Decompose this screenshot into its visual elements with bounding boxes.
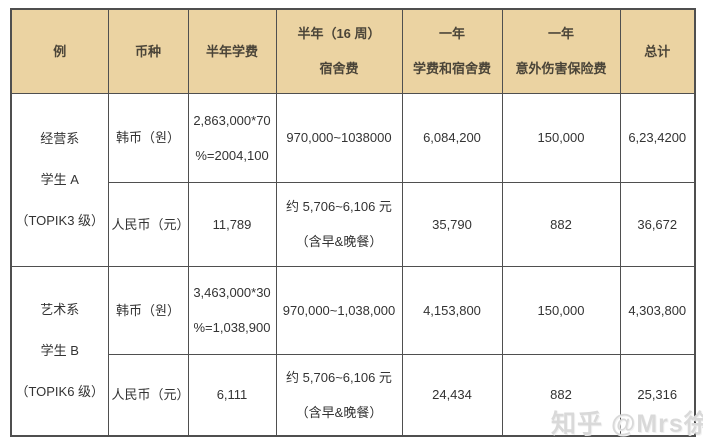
- cell-group-b-cny-insurance: 882: [501, 353, 621, 437]
- cell-group-b-cny-year-total: 24,434: [401, 353, 503, 437]
- header-insurance-line1: 一年: [547, 26, 574, 42]
- tuition-fee-table: 例 币种 半年学费 半年（16 周） 宿舍费 一年 学费和宿舍费 一年 意外伤害…: [10, 8, 696, 437]
- header-row: 例 币种 半年学费 半年（16 周） 宿舍费 一年 学费和宿舍费 一年 意外伤害…: [10, 8, 696, 94]
- cell-group-b-krw-insurance: 150,000: [501, 265, 621, 355]
- cell-group-a-krw-insurance: 150,000: [501, 92, 621, 183]
- group-b-krw-tuition-line1: 3,463,000*30: [193, 285, 271, 300]
- cell-group-b-cny-dorm: 约 5,706~6,106 元 （含早&晚餐）: [275, 353, 403, 437]
- group-a-krw-tuition-line1: 2,863,000*70: [193, 112, 271, 128]
- header-half-year-tuition: 半年学费: [187, 8, 277, 94]
- row-group-b-cny: 人民币（元） 6,111 约 5,706~6,106 元 （含早&晚餐） 24,…: [11, 353, 696, 437]
- cell-group-b-krw-tuition: 3,463,000*30 %=1,038,900: [187, 265, 277, 355]
- cell-group-b-krw-year-total: 4,153,800: [401, 265, 503, 355]
- group-b-krw-tuition-line2: %=1,038,900: [193, 320, 271, 335]
- group-b-name-line1: 艺术系: [40, 302, 80, 318]
- cell-group-a-cny-tuition: 11,789: [187, 181, 277, 267]
- header-total: 总计: [619, 8, 696, 94]
- group-a-cny-dorm-line2: （含早&晚餐）: [295, 234, 383, 249]
- cell-group-a-cny-total: 36,672: [619, 181, 696, 267]
- cell-group-b-krw-total: 4,303,800: [619, 265, 696, 355]
- group-a-name-line1: 经营系: [40, 131, 80, 146]
- group-b-name-line3: （TOPIK6 级）: [15, 384, 105, 400]
- group-b-cny-dorm-line2: （含早&晚餐）: [295, 404, 383, 420]
- group-b-cny-dorm-line1: 约 5,706~6,106 元: [286, 369, 392, 385]
- cell-group-a-cny-year-total: 35,790: [401, 181, 503, 267]
- cell-group-b-name: 艺术系 学生 B （TOPIK6 级）: [10, 265, 109, 437]
- header-dorm-line2: 宿舍费: [319, 61, 359, 77]
- header-year-fees: 一年 学费和宿舍费: [401, 8, 503, 94]
- header-year-fees-line2: 学费和宿舍费: [412, 61, 491, 77]
- cell-group-b-cny-total: 25,316: [619, 353, 696, 437]
- header-insurance: 一年 意外伤害保险费: [501, 8, 621, 94]
- cell-group-b-krw-dorm: 970,000~1,038,000: [275, 265, 403, 355]
- cell-group-b-krw-currency: 韩币（원）: [107, 265, 189, 355]
- row-group-a-krw: 经营系 学生 A （TOPIK3 级） 韩币（원） 2,863,000*70 %…: [10, 92, 696, 267]
- header-year-fees-line1: 一年: [438, 26, 465, 42]
- row-group-b-krw: 艺术系 学生 B （TOPIK6 级） 韩币（원） 3,463,000*30 %…: [10, 265, 696, 437]
- group-a-name-line3: （TOPIK3 级）: [15, 213, 105, 228]
- cell-group-a-cny-insurance: 882: [501, 181, 621, 267]
- cell-group-a-krw-year-total: 6,084,200: [401, 92, 503, 183]
- cell-group-a-name: 经营系 学生 A （TOPIK3 级）: [10, 92, 109, 267]
- row-group-a-cny: 人民币（元） 11,789 约 5,706~6,106 元 （含早&晚餐） 35…: [11, 181, 696, 267]
- header-insurance-line2: 意外伤害保险费: [515, 61, 607, 77]
- cell-group-a-krw-tuition: 2,863,000*70 %=2004,100: [187, 92, 277, 183]
- group-a-krw-tuition-line2: %=2004,100: [195, 147, 269, 163]
- cell-group-a-cny-dorm: 约 5,706~6,106 元 （含早&晚餐）: [275, 181, 403, 267]
- zhihu-watermark: 知乎 @Mrs徐: [551, 410, 703, 438]
- cell-group-a-krw-total: 6,23,4200: [619, 92, 696, 183]
- cell-group-a-cny-currency: 人民币（元）: [107, 181, 190, 267]
- cell-group-b-cny-tuition: 6,111: [187, 353, 277, 437]
- group-a-cny-dorm-line1: 约 5,706~6,106 元: [286, 199, 392, 214]
- cell-group-a-krw-dorm: 970,000~1038000: [275, 92, 403, 183]
- header-dorm-line1: 半年（16 周）: [297, 26, 381, 42]
- cell-group-b-cny-currency: 人民币（元）: [107, 353, 190, 437]
- header-example: 例: [10, 8, 109, 94]
- header-dorm-fee: 半年（16 周） 宿舍费: [275, 8, 403, 94]
- group-b-name-line2: 学生 B: [40, 343, 79, 359]
- cell-group-a-krw-currency: 韩币（원）: [107, 92, 189, 183]
- header-currency: 币种: [107, 8, 189, 94]
- group-a-name-line2: 学生 A: [40, 172, 79, 187]
